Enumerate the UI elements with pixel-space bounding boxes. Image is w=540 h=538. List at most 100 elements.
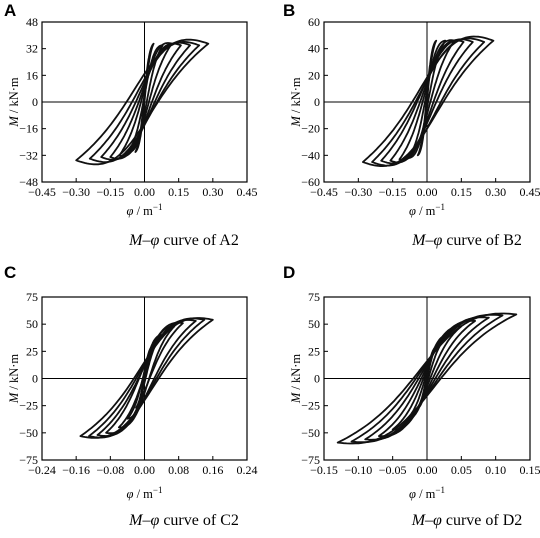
y-tick-label: −75 [19, 453, 38, 467]
y-tick-label: 48 [26, 15, 38, 29]
x-tick-label: −0.10 [344, 463, 372, 477]
x-tick-label: 0.45 [520, 185, 540, 199]
y-tick-label: −50 [19, 426, 38, 440]
x-tick-label: 0.45 [237, 185, 258, 199]
x-tick-label: 0.15 [168, 185, 189, 199]
x-axis-unit-exponent: −1 [153, 485, 163, 495]
hysteresis-loop-6 [88, 41, 201, 163]
x-axis-unit: / m [133, 204, 153, 218]
caption-dash: – [424, 512, 434, 529]
x-axis-unit-exponent: −1 [435, 202, 445, 212]
x-axis-unit: / m [416, 204, 436, 218]
caption-text: curve of D2 [442, 512, 522, 529]
x-tick-label: 0.05 [451, 463, 472, 477]
x-axis-label: φ / m−1 [409, 485, 445, 501]
hysteresis-loop-7 [75, 38, 210, 166]
caption-phi: φ [433, 232, 442, 249]
x-tick-label: −0.45 [28, 185, 56, 199]
panel-c: C −0.24 −0.16 −0.08 0.00 0.08 0.16 0.24 75 50 25 0 −… [4, 263, 258, 529]
y-tick-label: 60 [308, 15, 320, 29]
y-axis-unit: / kN·m [7, 354, 21, 393]
x-axis-symbol: φ [409, 487, 416, 501]
x-tick-label: −0.16 [62, 463, 90, 477]
x-axis-unit: / m [416, 487, 436, 501]
y-tick-label: 75 [308, 290, 320, 304]
caption-m: M [128, 232, 144, 249]
x-tick-label: 0.15 [451, 185, 472, 199]
y-axis-symbol: M [289, 392, 303, 404]
x-tick-label: −0.30 [62, 185, 90, 199]
x-tick-label: 0.16 [202, 463, 223, 477]
y-tick-label: −25 [301, 399, 320, 413]
panel-letter: D [283, 263, 295, 282]
hysteresis-loops [336, 312, 518, 445]
caption-dash: – [424, 232, 434, 249]
x-tick-label: −0.05 [379, 463, 407, 477]
hysteresis-loop-7 [362, 35, 495, 167]
panel-letter: C [4, 263, 16, 282]
x-axis-label: φ / m−1 [127, 485, 163, 501]
x-tick-label: 0.15 [520, 463, 540, 477]
x-tick-label: 0.08 [168, 463, 189, 477]
y-axis-label: M / kN·m [289, 77, 303, 128]
y-axis-label: M / kN·m [289, 354, 303, 405]
x-axis-unit-exponent: −1 [435, 485, 445, 495]
y-tick-label: −16 [19, 122, 38, 136]
panel-d: D −0.15 −0.10 −0.05 0.00 0.05 0.10 0.15 75 50 25 0 −… [283, 263, 540, 529]
y-tick-label: 20 [308, 68, 320, 82]
hysteresis-loop-4 [109, 42, 182, 160]
y-tick-label: 50 [308, 317, 320, 331]
x-tick-label: 0.00 [134, 185, 155, 199]
caption-text: curve of C2 [159, 512, 239, 529]
x-tick-label: −0.30 [344, 185, 372, 199]
y-tick-label: 25 [308, 344, 320, 358]
caption-text: curve of B2 [442, 232, 522, 249]
x-tick-label: 0.30 [202, 185, 223, 199]
hysteresis-loop-6 [350, 313, 504, 444]
y-tick-label: 40 [308, 42, 320, 56]
hysteresis-loop-5 [364, 316, 490, 441]
y-axis-symbol: M [7, 392, 21, 404]
y-axis-unit: / kN·m [7, 77, 21, 116]
x-axis-label: φ / m−1 [409, 202, 445, 218]
y-tick-label: 0 [32, 95, 38, 109]
x-tick-label: −0.15 [96, 185, 124, 199]
y-tick-label: −50 [301, 426, 320, 440]
y-axis-unit: / kN·m [289, 77, 303, 116]
x-axis-symbol: φ [127, 487, 134, 501]
panel-a: A −0.45 −0.30 −0.15 0.00 0.15 0.30 0.45 48 32 16 0 −… [4, 1, 258, 249]
x-axis-label: φ / m−1 [127, 202, 163, 218]
x-tick-label: −0.15 [310, 463, 338, 477]
y-tick-label: −60 [301, 175, 320, 189]
x-tick-label: 0.00 [134, 463, 155, 477]
x-axis-unit-exponent: −1 [153, 202, 163, 212]
hysteresis-loops [75, 38, 210, 166]
x-tick-label: −0.45 [310, 185, 338, 199]
y-tick-label: −75 [301, 453, 320, 467]
x-tick-label: −0.24 [28, 463, 56, 477]
y-tick-label: −25 [19, 399, 38, 413]
panel-letter: B [283, 1, 295, 20]
caption-dash: – [141, 232, 151, 249]
caption-phi: φ [150, 232, 159, 249]
y-axis-label: M / kN·m [7, 354, 21, 405]
y-tick-label: 0 [314, 95, 320, 109]
caption-text: curve of A2 [159, 232, 239, 249]
y-axis-symbol: M [7, 116, 21, 128]
y-tick-label: 25 [26, 344, 38, 358]
panel-caption: M–φ curve of D2 [411, 512, 523, 529]
caption-phi: φ [150, 512, 159, 529]
panel-caption: M–φ curve of A2 [128, 232, 239, 249]
y-tick-label: 75 [26, 290, 38, 304]
hysteresis-loop-7 [336, 312, 518, 445]
hysteresis-loop-4 [378, 319, 476, 438]
y-tick-label: 32 [26, 42, 38, 56]
hysteresis-loop-7 [79, 317, 214, 439]
x-axis-symbol: φ [127, 204, 134, 218]
caption-dash: – [141, 512, 151, 529]
y-axis-unit: / kN·m [289, 354, 303, 393]
y-axis-symbol: M [289, 116, 303, 128]
hysteresis-loop-6 [371, 37, 486, 167]
y-tick-label: −48 [19, 175, 38, 189]
